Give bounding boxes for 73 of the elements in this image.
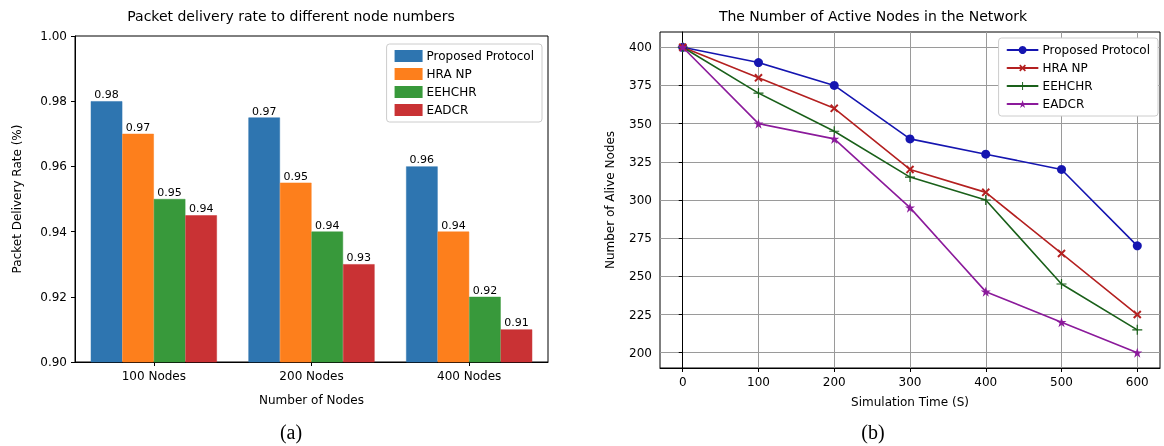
point — [754, 73, 763, 83]
data-label: 0.96 — [409, 153, 435, 167]
point — [753, 118, 764, 129]
data-label: 0.98 — [94, 88, 119, 102]
legend-label: EADCR — [426, 103, 469, 117]
legend-label: Proposed Protocol — [1042, 43, 1150, 57]
legend-label: Proposed Protocol — [426, 49, 534, 63]
point — [981, 149, 991, 159]
data-label: 0.93 — [346, 251, 372, 265]
chart-title: Packet delivery rate to different node numbers — [127, 8, 455, 24]
x-tick-label: 100 — [747, 375, 770, 389]
point — [1056, 279, 1067, 289]
y-tick-label: 0.92 — [40, 289, 67, 304]
legend-label: HRA NP — [1042, 61, 1088, 75]
y-tick-label: 400 — [629, 40, 652, 55]
point — [830, 104, 839, 113]
x-tick-label: 600 — [1125, 375, 1149, 389]
y-tick-label: 275 — [629, 231, 652, 246]
text: (a) — [279, 421, 303, 444]
y-tick-label: 225 — [629, 307, 652, 322]
point — [753, 88, 764, 99]
x-tick-label: 0 — [678, 375, 687, 389]
point — [1133, 310, 1142, 319]
text: (b) — [861, 421, 885, 444]
data-label: 0.91 — [504, 316, 529, 330]
legend-label: EEHCHR — [426, 85, 477, 99]
point — [981, 188, 990, 197]
x-tick-label: 400 — [974, 375, 998, 389]
data-label: 0.97 — [125, 120, 151, 134]
data-label: 0.94 — [441, 218, 466, 232]
point — [753, 58, 763, 68]
data-label: 0.94 — [188, 202, 214, 216]
x-tick-label: 100 Nodes — [121, 369, 186, 383]
point — [905, 202, 915, 213]
x-tick-label: 300 — [898, 375, 922, 389]
data-label: 0.97 — [251, 104, 277, 118]
y-tick-label: 325 — [629, 154, 652, 169]
point — [1132, 241, 1142, 251]
x-tick-label: 400 Nodes — [437, 369, 502, 383]
y-tick-label: 0.96 — [40, 159, 67, 174]
point — [829, 80, 839, 90]
legend-label: EADCR — [1042, 97, 1085, 111]
y-tick-label: 0.98 — [40, 94, 67, 109]
point — [1057, 249, 1066, 258]
chart-title: The Number of Active Nodes in the Network — [717, 8, 1029, 24]
point — [1057, 164, 1067, 174]
y-tick-label: 375 — [629, 78, 652, 93]
y-axis-title: Number of Alive Nodes — [603, 130, 617, 270]
point — [905, 134, 915, 144]
data-label: 0.94 — [315, 218, 340, 232]
y-tick-label: 200 — [629, 345, 652, 360]
point — [905, 172, 915, 183]
legend-label: HRA NP — [426, 67, 472, 81]
x-tick-label: 500 — [1050, 375, 1073, 389]
legend-label: EEHCHR — [1042, 79, 1093, 93]
point — [980, 195, 991, 205]
x-axis-title: Simulation Time (S) — [851, 395, 969, 409]
y-tick-label: 0.90 — [40, 355, 67, 369]
y-tick-label: 0.94 — [40, 224, 67, 239]
x-tick-label: 200 — [822, 375, 846, 389]
y-tick-label: 300 — [629, 193, 652, 207]
x-axis-title: Number of Nodes — [259, 393, 364, 407]
data-label: 0.92 — [472, 283, 498, 297]
point — [980, 286, 991, 297]
y-axis-title: Packet Delivery Rate (%) — [10, 124, 24, 274]
y-tick-label: 250 — [629, 269, 652, 284]
data-label: 0.95 — [283, 169, 308, 183]
x-tick-label: 200 Nodes — [279, 369, 344, 383]
y-tick-label: 350 — [629, 116, 652, 131]
point — [829, 133, 840, 144]
data-label: 0.95 — [157, 186, 182, 199]
y-tick-label: 1.00 — [40, 29, 67, 43]
point — [1056, 317, 1067, 328]
